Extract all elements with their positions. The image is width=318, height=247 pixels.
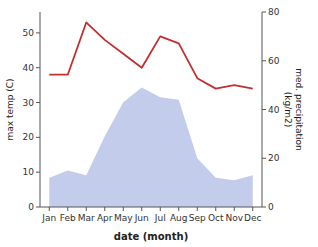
x-tick-label: Oct [208,213,224,223]
y2-axis-label-line: (kg/m2) [283,92,293,127]
x-tick [104,207,105,211]
x-tick-label: Apr [97,213,113,223]
y2-tick-label: 20 [268,153,280,163]
y2-axis-label: med. precipitation(kg/m2) [283,68,304,150]
x-tick-label: Sep [189,213,206,223]
y-axis-label: max temp (C) [5,78,15,140]
x-tick [178,207,179,211]
x-tick [123,207,124,211]
plot-area [49,22,253,207]
y-tick [36,102,40,103]
x-tick-label: Jun [134,213,149,223]
x-tick [67,207,68,211]
x-tick [197,207,198,211]
x-tick-label: Mar [78,213,95,223]
x-tick-label: Feb [60,213,76,223]
y-tick-label: 20 [23,132,35,142]
y-tick [36,32,40,33]
y-axis-line [40,12,41,207]
y2-tick-label: 0 [268,202,274,212]
y-tick-label: 10 [23,167,35,177]
y-tick-label: 40 [23,63,35,73]
y2-tick-label: 40 [268,105,280,115]
x-tick [160,207,161,211]
y2-tick-label: 80 [268,7,280,17]
y2-axis-label-line: med. precipitation [294,68,304,150]
y-tick-label: 0 [28,202,34,212]
y-tick-label: 30 [23,98,35,108]
x-axis-line [40,207,262,208]
x-tick [215,207,216,211]
y2-tick [262,207,266,208]
x-tick [141,207,142,211]
x-tick-label: Jan [41,213,56,223]
y2-tick [262,60,266,61]
x-axis-label: date (month) [114,231,188,242]
y-tick [36,207,40,208]
y2-tick [262,12,266,13]
x-tick-label: Aug [170,213,188,223]
y2-tick [262,109,266,110]
x-tick [49,207,50,211]
x-tick [252,207,253,211]
y-tick [36,172,40,173]
x-tick-label: Jul [154,213,166,223]
x-tick-label: May [114,213,133,223]
precipitation-area [49,88,253,207]
temperature-line [49,22,253,88]
y2-tick-label: 60 [268,56,280,66]
x-tick [86,207,87,211]
y-tick [36,137,40,138]
y-tick-label: 50 [23,28,35,38]
x-tick-label: Nov [225,213,243,223]
chart: 0 10 20 30 40 50 0 20 40 60 80 Jan FebMarAprMayJun Ju… [0,0,318,247]
y2-tick [262,158,266,159]
x-tick [234,207,235,211]
y-tick [36,67,40,68]
x-tick-label: Dec [244,213,261,223]
